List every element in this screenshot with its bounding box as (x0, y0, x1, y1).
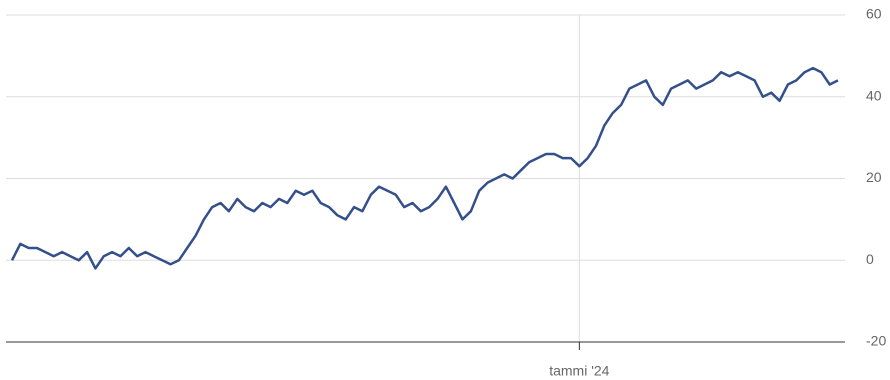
y-tick-label: -20 (866, 333, 886, 349)
y-tick-label: 40 (866, 87, 882, 103)
y-tick-label: 20 (866, 169, 882, 185)
x-tick-label: tammi '24 (549, 363, 609, 379)
line-series (10, 66, 839, 270)
y-tick-label: 0 (866, 251, 874, 267)
y-tick-label: 60 (866, 6, 882, 22)
